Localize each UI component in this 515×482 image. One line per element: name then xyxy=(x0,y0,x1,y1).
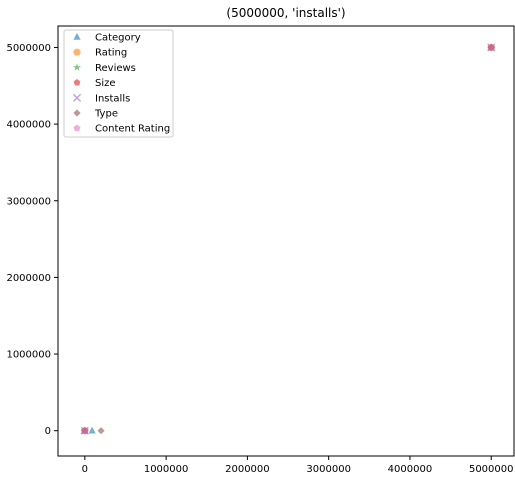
legend-frame xyxy=(63,29,174,138)
legend-label: Installs xyxy=(95,93,130,104)
legend: Category Rating Reviews Size Installs Type Con… xyxy=(63,29,174,138)
legend-marker xyxy=(73,124,81,132)
data-point xyxy=(97,427,105,435)
x-tick-label: 2000000 xyxy=(225,464,270,475)
legend-label: Rating xyxy=(95,48,127,59)
legend-label: Reviews xyxy=(95,63,136,74)
x-tick-label: 0 xyxy=(82,464,88,475)
x-tick-label: 4000000 xyxy=(388,464,433,475)
data-point xyxy=(81,427,89,434)
legend-marker xyxy=(72,93,82,102)
y-tick-label: 0 xyxy=(45,426,51,437)
y-tick-label: 5000000 xyxy=(6,43,51,54)
x-tick-label: 3000000 xyxy=(306,464,351,475)
legend-label: Type xyxy=(94,109,118,120)
y-axis: 0 1000000 2000000 3000000 4000000 5000000 xyxy=(6,43,58,437)
legend-marker xyxy=(73,48,81,56)
y-tick-label: 3000000 xyxy=(6,196,51,207)
legend-label: Content Rating xyxy=(95,124,170,135)
y-tick-label: 2000000 xyxy=(6,273,51,284)
legend-label: Category xyxy=(95,33,141,44)
x-tick-label: 1000000 xyxy=(144,464,189,475)
legend-marker xyxy=(73,32,81,40)
y-tick-label: 4000000 xyxy=(6,120,51,131)
data-point xyxy=(487,43,495,51)
legend-marker xyxy=(73,109,81,117)
plot-frame xyxy=(57,25,515,457)
data-point xyxy=(88,426,96,434)
chart-title: (5000000, 'installs') xyxy=(226,6,345,20)
legend-label: Size xyxy=(95,78,116,89)
x-axis: 0 1000000 2000000 3000000 4000000 5000000 xyxy=(82,456,514,475)
y-tick-label: 1000000 xyxy=(6,350,51,361)
legend-marker xyxy=(73,79,81,86)
x-tick-label: 5000000 xyxy=(469,464,514,475)
legend-marker xyxy=(73,63,81,71)
data-points xyxy=(80,43,496,435)
